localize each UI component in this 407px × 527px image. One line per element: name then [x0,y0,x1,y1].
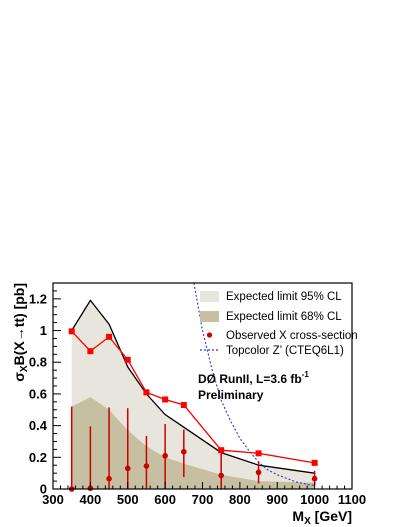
cross-section-point [124,465,131,472]
y-axis-title-sub: X [19,365,30,372]
y-tick-label: 0.2 [29,450,47,465]
x-axis-title-main: M [292,508,304,524]
expected-68-area [71,397,315,489]
y-axis: 0 0.2 0.4 0.6 0.8 1 1.2 [29,290,61,497]
observed-limit-point [87,348,94,355]
observed-limit-point [106,333,113,340]
experiment-label-main: DØ RunII, L=3.6 fb [198,372,302,386]
cross-section-point [162,452,168,459]
x-tick-label: 1000 [300,492,329,507]
y-axis-title-main: σ [11,372,27,382]
x-tick-label: 700 [192,492,214,507]
x-axis-title-sub: X [304,516,311,527]
x-axis-title: MX [GeV] [292,508,352,527]
legend-label-95: Expected limit 95% CL [226,291,342,303]
legend-swatch-95 [200,291,219,302]
observed-limit-point [311,459,318,466]
y-tick-label: 0.6 [29,386,47,401]
y-tick-label: 1 [40,323,47,338]
observed-limit-point [218,447,225,454]
expected-median-line [71,299,315,474]
legend-marker-observed [206,332,213,338]
cross-section-point [143,463,150,469]
observed-limit-point [162,396,169,403]
cross-section-point [255,469,262,476]
y-tick-label: 1.2 [29,291,47,306]
observed-limit-point [255,450,262,457]
experiment-label: DØ RunII, L=3.6 fb-1 [198,370,309,386]
observed-limit-point [68,328,75,335]
cross-section-point [181,448,187,455]
x-tick-label: 600 [154,492,176,507]
x-axis-title-unit: [GeV] [311,508,352,524]
observed-limit-point [124,356,131,363]
experiment-label-sup: -1 [302,370,310,379]
y-axis-title-rest: B(X→tt) [pb] [11,283,27,365]
x-axis: 300 400 500 600 700 800 900 1000 1100 [42,482,366,507]
x-tick-label: 800 [229,492,251,507]
x-tick-label: 400 [80,492,102,507]
legend-label-observed: Observed X cross-section [226,330,358,342]
cross-section-point [218,472,224,479]
cross-section-point [106,475,112,482]
x-tick-label: 1100 [338,492,366,507]
y-tick-label: 0.8 [29,355,47,370]
chart-points [68,328,318,492]
observed-limit-line [71,330,315,464]
observed-limit-point [143,389,150,396]
chart-curves [71,283,315,487]
x-tick-label: 300 [42,492,64,507]
legend: Expected limit 95% CL Expected limit 68%… [200,291,358,357]
cross-section-point [311,475,318,482]
legend-swatch-68 [200,311,219,322]
x-tick-label: 900 [266,492,288,507]
observed-limit-point [180,402,187,409]
expected-68-band [71,397,315,489]
y-tick-label: 0 [40,482,47,497]
preliminary-label: Preliminary [198,388,264,402]
x-tick-label: 500 [117,492,139,507]
topcolor-zprime-line [193,283,315,487]
y-tick-label: 0.4 [29,418,48,433]
legend-label-topcolor: Topcolor Z’ (CTEQ6L1) [226,345,344,357]
y-axis-title: σXB(X→tt) [pb] [11,283,30,382]
legend-label-68: Expected limit 68% CL [226,311,342,323]
